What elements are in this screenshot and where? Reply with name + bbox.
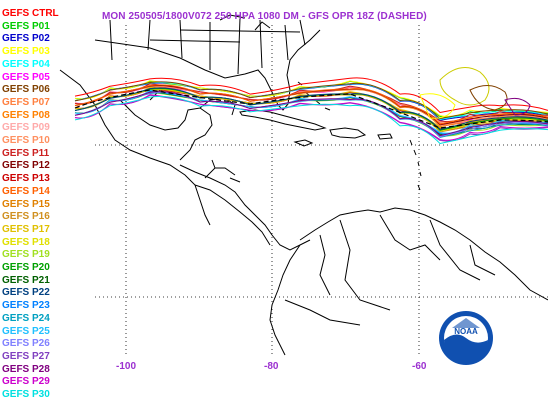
legend-entry: GEFS P20 xyxy=(2,262,50,274)
contour-line xyxy=(74,96,548,145)
contour-loop xyxy=(504,97,531,116)
logo-text: NOAA xyxy=(454,327,478,336)
legend-entry: GEFS CTRL xyxy=(2,8,59,19)
legend-entry: GEFS P24 xyxy=(2,312,50,324)
contour-loop xyxy=(439,67,490,106)
legend-entry: GEFS P15 xyxy=(2,198,50,210)
contour-line xyxy=(74,77,548,113)
graticule xyxy=(95,25,548,355)
legend-entry: GEFS P10 xyxy=(2,135,50,147)
legend-entry: GEFS P18 xyxy=(2,236,50,248)
contour-loop xyxy=(419,93,456,119)
legend-entry: GEFS P22 xyxy=(2,287,50,299)
legend-entry: GEFS P28 xyxy=(2,363,50,375)
legend-entry: GEFS P01 xyxy=(2,20,50,32)
contour-line xyxy=(74,84,548,125)
contour-line xyxy=(74,81,548,120)
legend-entry: GEFS P06 xyxy=(2,84,50,96)
legend-entry: GEFS P03 xyxy=(2,46,50,58)
ensemble-contours xyxy=(74,67,548,145)
legend-entry: GEFS P13 xyxy=(2,173,50,185)
legend-entry: GEFS P04 xyxy=(2,58,50,70)
gfs-operational-contour xyxy=(74,89,548,129)
contour-loop xyxy=(469,85,508,111)
legend-entry: GEFS P27 xyxy=(2,350,50,362)
legend-entry: GEFS P14 xyxy=(2,185,50,197)
legend-entry: GEFS P30 xyxy=(2,389,50,401)
legend: GEFS CTRL GEFS P01 GEFS P02 GEFS P03 GEFS P0… xyxy=(2,8,92,402)
legend-entry: GEFS P07 xyxy=(2,96,50,108)
contour-line xyxy=(74,91,548,137)
legend-entry: GEFS P08 xyxy=(2,109,50,121)
lon-label-80: -80 xyxy=(264,361,279,372)
legend-entry: GEFS P02 xyxy=(2,33,50,45)
legend-entry: GEFS P23 xyxy=(2,300,50,312)
legend-entry: GEFS P26 xyxy=(2,338,50,350)
legend-entry: GEFS P17 xyxy=(2,223,50,235)
coastlines xyxy=(59,14,548,356)
legend-entry: GEFS P12 xyxy=(2,160,50,172)
contour-line xyxy=(74,87,548,130)
lon-label-60: -60 xyxy=(412,361,427,372)
noaa-logo: NOAA xyxy=(439,311,493,365)
legend-entry: GEFS P21 xyxy=(2,274,50,286)
legend-entry: GEFS P19 xyxy=(2,249,50,261)
legend-entry: GEFS P29 xyxy=(2,376,50,388)
map-title: MON 250505/1800V072 250 HPA 1080 DM - GF… xyxy=(102,11,427,22)
lon-label-100: -100 xyxy=(116,361,137,372)
legend-entry: GEFS P16 xyxy=(2,211,50,223)
legend-entry: GEFS P25 xyxy=(2,325,50,337)
legend-entry: GEFS P09 xyxy=(2,122,50,134)
legend-entry: GEFS P05 xyxy=(2,71,50,83)
legend-entry: GEFS P11 xyxy=(2,147,50,159)
